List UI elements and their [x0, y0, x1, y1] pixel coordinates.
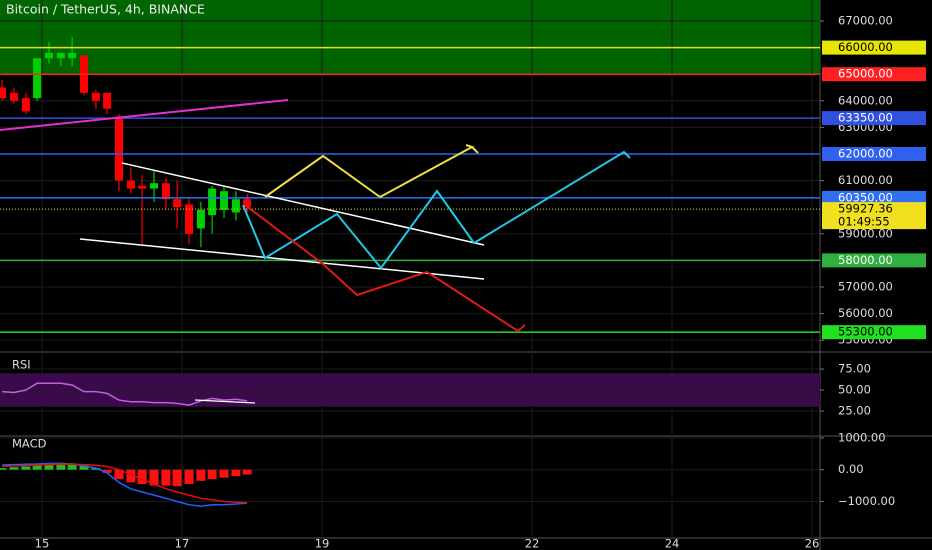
- level-label-box: [822, 253, 926, 268]
- y-tick-label: 0.00: [838, 462, 864, 476]
- drawings: [0, 99, 631, 404]
- macd-histogram-bar: [161, 469, 171, 486]
- x-tick-label: 15: [35, 537, 50, 550]
- macd-histogram-bar: [207, 469, 217, 480]
- candle-body: [68, 52, 77, 59]
- projection-yellow: [264, 144, 475, 199]
- arrow-yellow: [471, 146, 479, 154]
- x-tick-label: 22: [525, 537, 540, 550]
- x-tick-label: 19: [315, 537, 330, 550]
- candle-body: [243, 199, 252, 208]
- candle-body: [220, 191, 229, 210]
- macd-histogram-bar: [219, 469, 229, 478]
- y-tick-label: 64000.00: [838, 93, 893, 107]
- candle-body: [33, 58, 42, 99]
- level-label-box: [822, 325, 926, 340]
- last-price-box: [822, 202, 926, 230]
- level-label: 66000.00: [838, 40, 893, 54]
- level-label: 62000.00: [838, 146, 893, 160]
- candle-body: [161, 183, 170, 200]
- y-tick-label: 25.00: [838, 403, 871, 417]
- level-label: 58000.00: [838, 253, 893, 267]
- rsi-trend-line: [194, 399, 256, 404]
- macd-histogram-bar: [242, 469, 252, 475]
- candle-body: [231, 199, 240, 213]
- macd-histogram-bar: [196, 469, 206, 481]
- pane-title: RSI: [12, 358, 31, 372]
- candle-body: [126, 180, 135, 189]
- candle-body: [21, 98, 30, 112]
- y-tick-label: 67000.00: [838, 14, 893, 28]
- level-label-box: [822, 67, 926, 82]
- macd-histogram-bar: [0, 468, 7, 470]
- y-tick-label: 56000.00: [838, 306, 893, 320]
- pane-title: MACD: [12, 437, 47, 451]
- rsi-line: [2, 382, 248, 406]
- candle-body: [91, 92, 100, 101]
- signal-line: [2, 463, 248, 504]
- last-price-label: 59927.36: [838, 202, 893, 216]
- level-label-box: [822, 40, 926, 55]
- y-tick-label: 59000.00: [838, 226, 893, 240]
- wedge-lower: [79, 238, 485, 280]
- macd-histogram-bar: [32, 464, 42, 470]
- macd-histogram-bar: [79, 464, 89, 470]
- candle-body: [115, 116, 124, 181]
- level-label: 55300.00: [838, 325, 893, 339]
- level-label: 63350.00: [838, 111, 893, 125]
- macd-histogram-bar: [172, 469, 182, 487]
- level-label: 65000.00: [838, 67, 893, 81]
- candle-body: [138, 185, 147, 189]
- macd-histogram-bar: [184, 469, 194, 485]
- candle-body: [150, 183, 159, 189]
- level-label-box: [822, 111, 926, 126]
- y-tick-label: −1000.00: [838, 494, 895, 508]
- macd-histogram-bar: [137, 469, 147, 485]
- projection-cyan: [242, 150, 631, 270]
- x-tick-label: 26: [805, 537, 820, 550]
- y-tick-label: 50.00: [838, 383, 871, 397]
- candle-body: [185, 204, 194, 234]
- candle-body: [103, 92, 112, 109]
- level-label-box: [822, 190, 926, 205]
- candle-body: [0, 87, 7, 99]
- candle-body: [10, 92, 19, 101]
- chart-title: Bitcoin / TetherUS, 4h, BINANCE: [6, 2, 205, 17]
- y-tick-label: 61000.00: [838, 173, 893, 187]
- y-tick-label: 75.00: [838, 362, 871, 376]
- macd-histogram-bar: [102, 469, 112, 473]
- y-tick-label: 1000.00: [838, 430, 886, 444]
- candle-body: [45, 52, 54, 59]
- projection-red: [244, 204, 526, 333]
- macd-histogram-bar: [114, 469, 124, 480]
- macd-histogram-bar: [149, 469, 159, 486]
- trend-line: [0, 99, 289, 131]
- macd-histogram-bar: [9, 467, 19, 470]
- target-zone: [0, 0, 820, 75]
- x-tick-label: 24: [665, 537, 680, 550]
- macd-histogram-bar: [21, 466, 31, 470]
- macd-histogram-bar: [126, 469, 136, 483]
- level-label-box: [822, 146, 926, 161]
- macd-histogram-bar: [231, 469, 241, 477]
- macd-line: [2, 462, 248, 508]
- countdown-label: 01:49:55: [838, 215, 890, 229]
- macd-histogram-bar: [44, 463, 54, 470]
- x-tick-label: 17: [175, 537, 190, 550]
- candle-body: [56, 52, 65, 59]
- candle-body: [208, 188, 217, 216]
- macd-histogram-bar: [67, 463, 77, 470]
- y-tick-label: 57000.00: [838, 279, 893, 293]
- candle-body: [196, 209, 205, 229]
- candle-body: [173, 199, 182, 208]
- wedge-upper: [121, 162, 485, 246]
- macd-histogram-bar: [56, 462, 66, 470]
- level-label: 60350.00: [838, 190, 893, 204]
